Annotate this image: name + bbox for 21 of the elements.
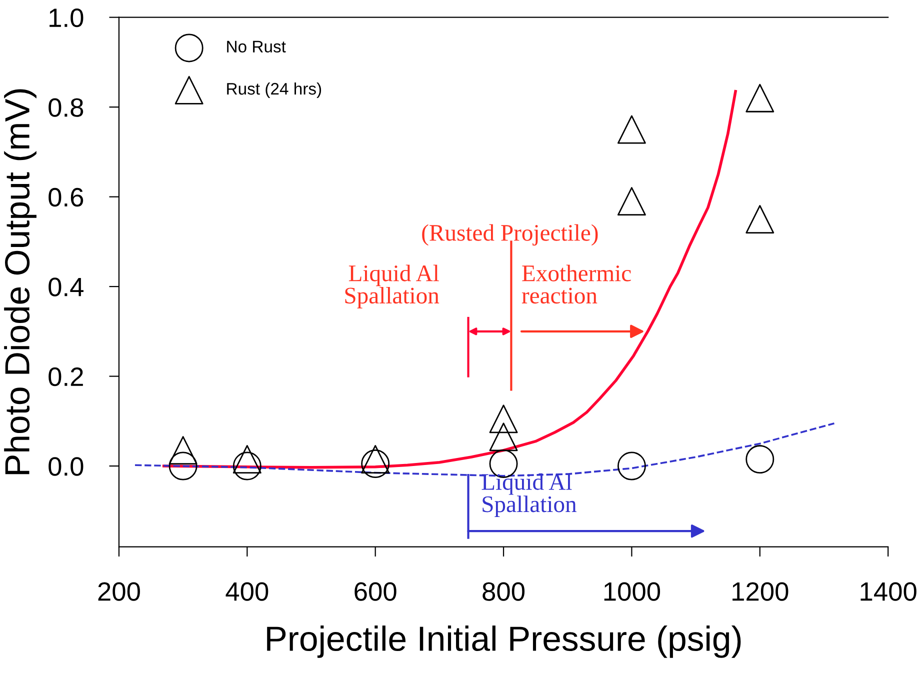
y-tick-label: 0.4 xyxy=(48,278,84,296)
x-tick-label: 1200 xyxy=(732,582,788,601)
x-tick-label: 1400 xyxy=(860,582,916,601)
annotation: Liquid Al Spallation xyxy=(482,473,576,517)
y-tick-label: 0.8 xyxy=(48,98,84,117)
y-axis-title: Photo Diode Output (mV) xyxy=(4,89,36,474)
legend-label: No Rust xyxy=(227,40,286,53)
x-tick-label: 800 xyxy=(482,582,525,601)
y-tick-label: 0.6 xyxy=(48,188,84,207)
x-tick-label: 400 xyxy=(226,582,268,601)
annotation: Liquid Al Spallation xyxy=(345,264,440,308)
x-tick-label: 1000 xyxy=(604,582,660,601)
annotation: Exothermic reaction xyxy=(522,264,631,304)
y-tick-label: 0.0 xyxy=(48,457,84,476)
annotation: (Rusted Projectile) xyxy=(422,224,598,246)
x-axis-title: Projectile Initial Pressure (psig) xyxy=(267,626,741,658)
y-tick-label: 0.2 xyxy=(48,367,83,386)
legend-label: Rust (24 hrs) xyxy=(227,82,322,98)
x-tick-label: 600 xyxy=(354,582,396,601)
y-tick-label: 1.0 xyxy=(50,8,84,28)
x-tick-label: 200 xyxy=(98,582,140,601)
